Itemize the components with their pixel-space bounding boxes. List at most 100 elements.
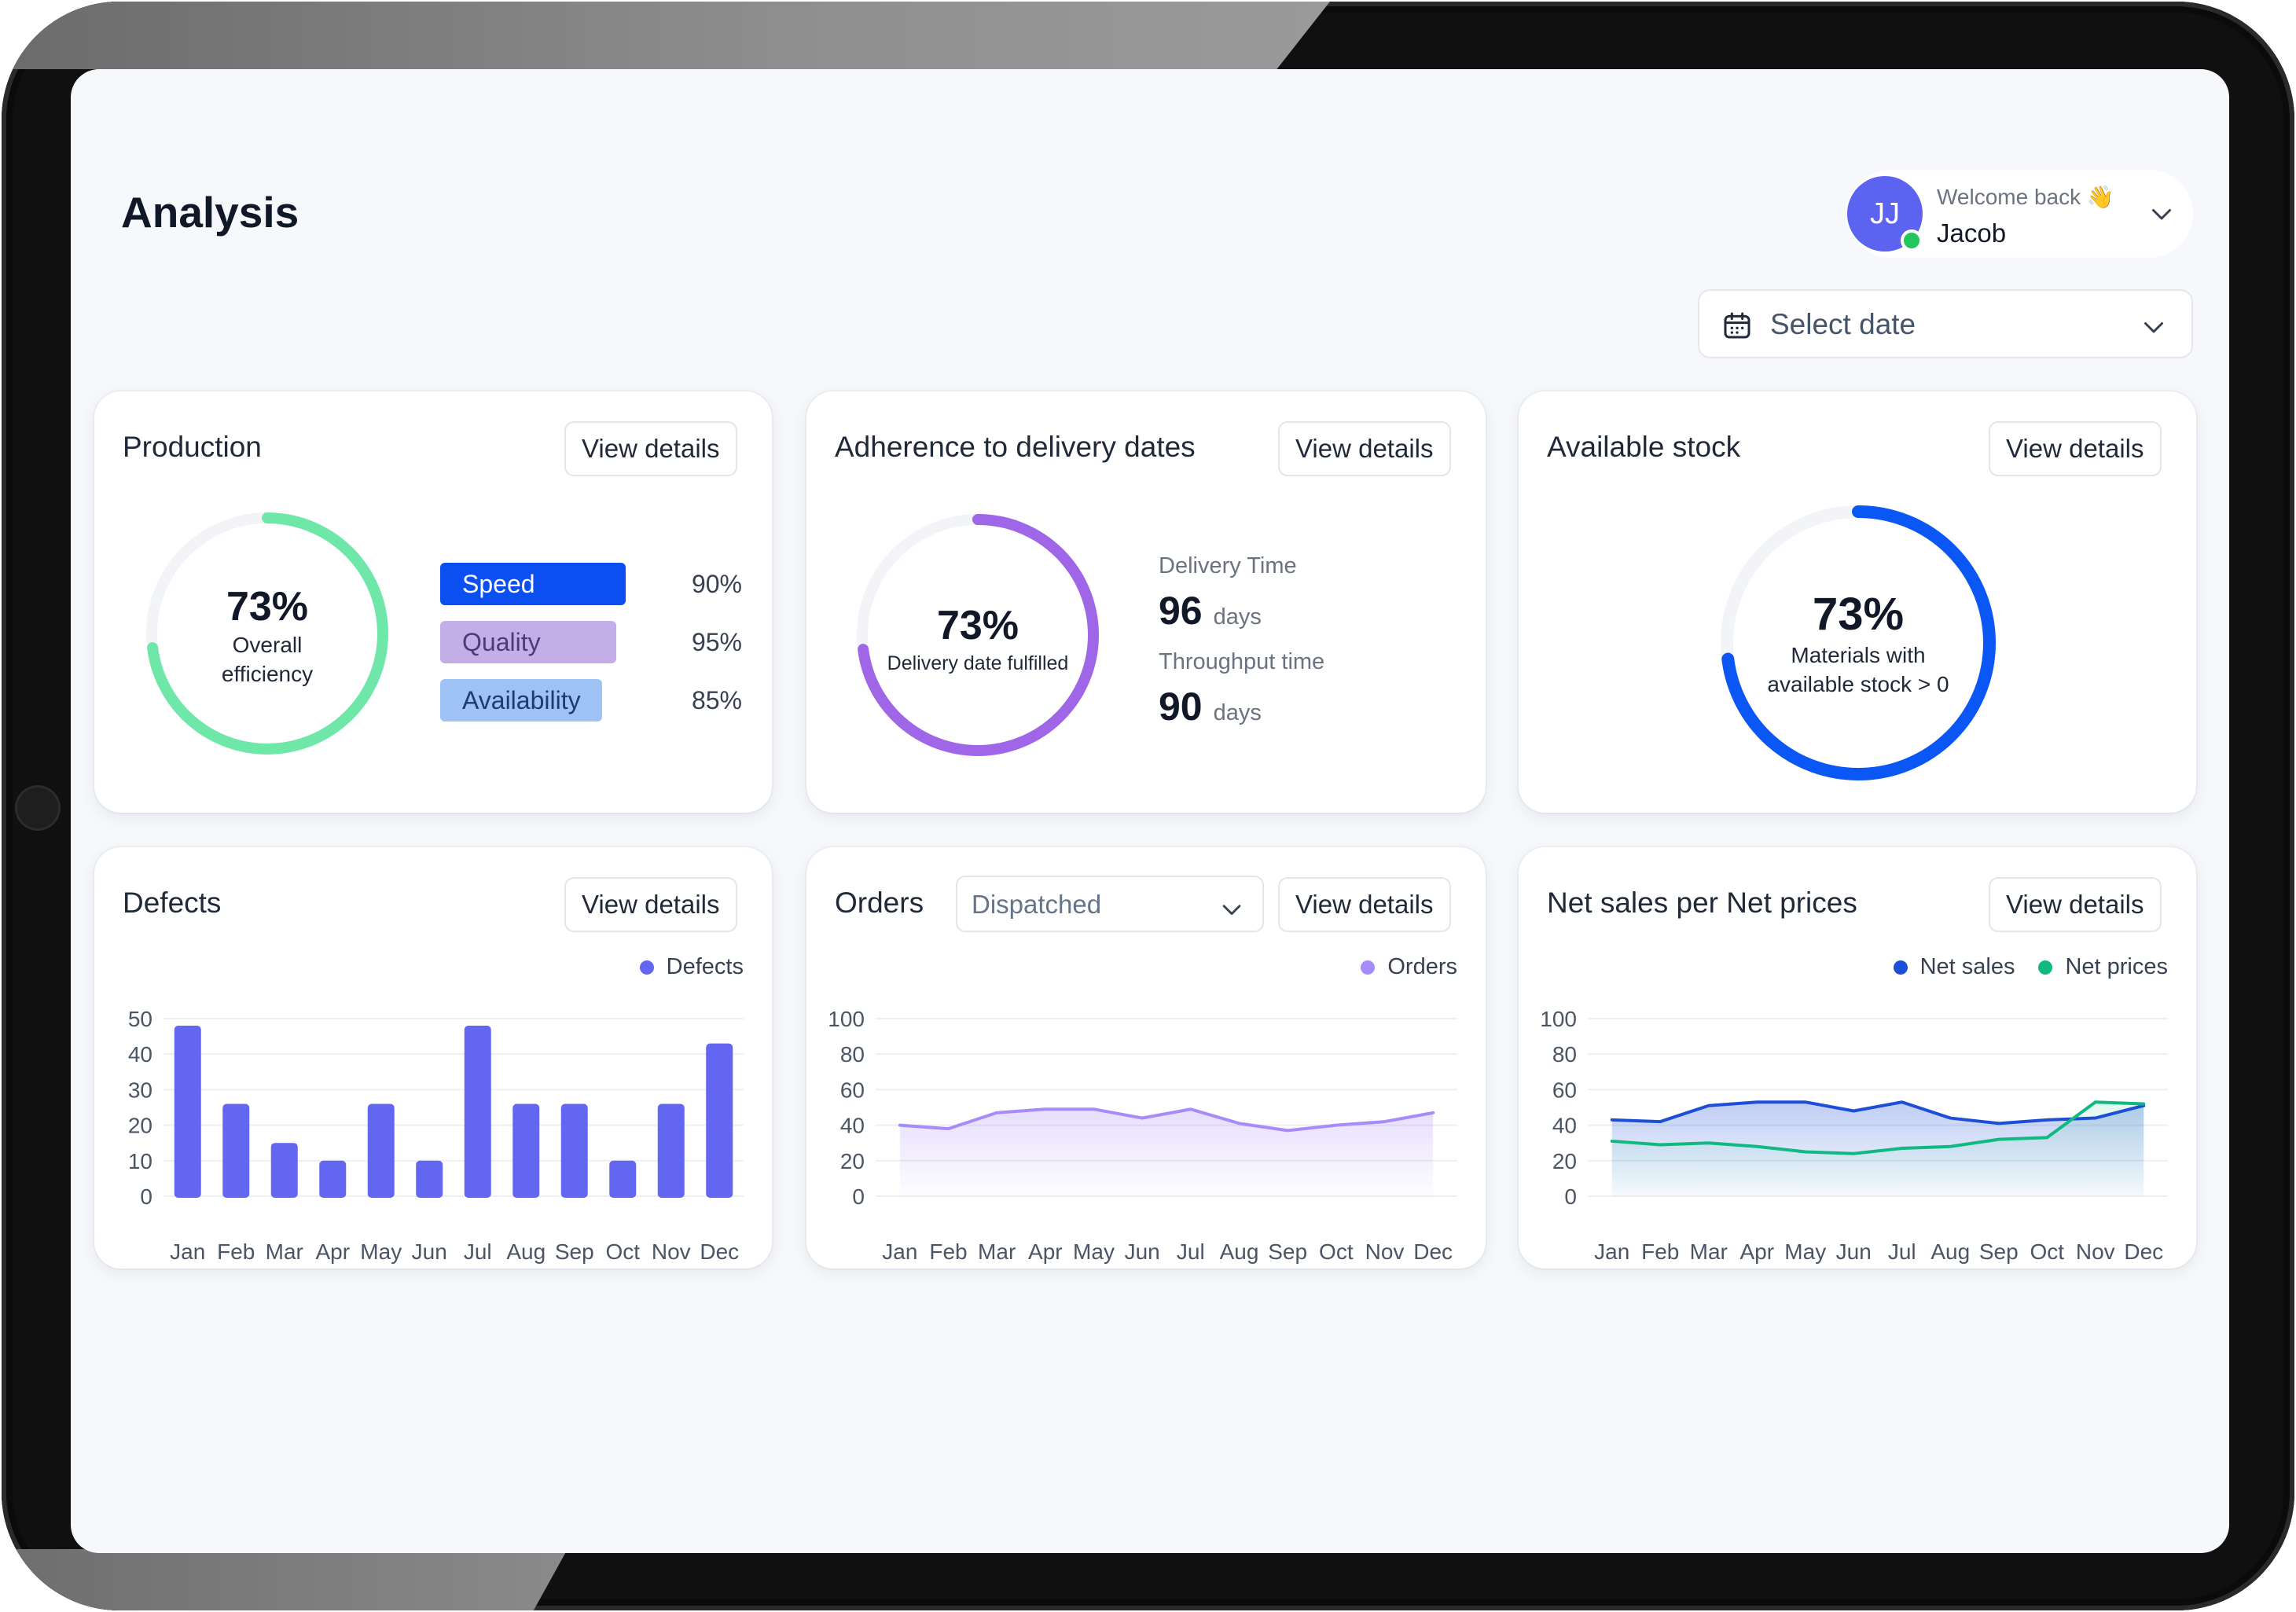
view-details-button[interactable]: View details bbox=[1989, 421, 2162, 476]
y-tick-label: 0 bbox=[852, 1184, 865, 1209]
x-tick-label: Sep bbox=[1979, 1239, 2019, 1264]
user-menu[interactable]: JJ Welcome back 👋 Jacob bbox=[1847, 170, 2193, 258]
x-tick-label: Nov bbox=[2076, 1239, 2115, 1264]
chart-legend: Orders bbox=[1361, 954, 1457, 980]
x-tick-label: Sep bbox=[555, 1239, 594, 1264]
online-status-dot bbox=[1901, 229, 1923, 252]
x-tick-label: Aug bbox=[1930, 1239, 1970, 1264]
orders-filter-select[interactable]: Dispatched bbox=[956, 876, 1264, 932]
welcome-text: Welcome back 👋 bbox=[1937, 185, 2114, 209]
stock-card: Available stock View details 73% Materia… bbox=[1519, 391, 2196, 813]
bar-jun bbox=[416, 1160, 443, 1198]
view-details-button[interactable]: View details bbox=[564, 421, 737, 476]
x-tick-label: Feb bbox=[217, 1239, 255, 1264]
x-tick-label: Jan bbox=[882, 1239, 917, 1264]
y-tick-label: 100 bbox=[1540, 1007, 1577, 1031]
bar-mar bbox=[270, 1143, 298, 1198]
chevron-down-icon[interactable] bbox=[2147, 200, 2176, 228]
frame-glare-bottom bbox=[2, 1549, 568, 1610]
metric-bar-quality: Quality bbox=[440, 621, 616, 663]
orders-card: Orders Dispatched View details Orders 0 2… bbox=[806, 847, 1486, 1269]
defects-card: Defects View details Defects 0 10 20 30 40 50… bbox=[94, 847, 772, 1269]
x-tick-label: Apr bbox=[1028, 1239, 1063, 1264]
bar-oct bbox=[609, 1160, 637, 1198]
bar-may bbox=[367, 1103, 395, 1198]
chevron-down-icon bbox=[1222, 905, 1241, 916]
chart-legend: Net sales Net prices bbox=[1893, 954, 2168, 980]
series-line-net-sales bbox=[1610, 1100, 2146, 1125]
delivery-time-label: Delivery Time bbox=[1159, 553, 1297, 578]
x-tick-label: Jul bbox=[1888, 1239, 1916, 1264]
y-tick-label: 80 bbox=[1552, 1042, 1577, 1067]
bar-jul bbox=[464, 1026, 491, 1198]
production-card: Production View details 73% Overall effi… bbox=[94, 391, 772, 813]
y-tick-label: 80 bbox=[840, 1042, 865, 1067]
bar-sep bbox=[560, 1103, 588, 1198]
x-tick-label: May bbox=[1073, 1239, 1115, 1264]
frame-glare-top bbox=[2, 2, 1330, 69]
orders-filter-value: Dispatched bbox=[972, 890, 1102, 919]
card-title: Production bbox=[123, 431, 262, 463]
x-tick-label: Oct bbox=[2030, 1239, 2064, 1264]
x-tick-label: Dec bbox=[2124, 1239, 2163, 1264]
x-tick-label: Feb bbox=[929, 1239, 967, 1264]
y-tick-label: 20 bbox=[128, 1114, 152, 1138]
x-tick-label: Jun bbox=[1125, 1239, 1160, 1264]
y-tick-label: 20 bbox=[840, 1149, 865, 1173]
series-line-net-prices bbox=[1610, 1100, 2146, 1155]
x-tick-label: Apr bbox=[315, 1239, 350, 1264]
bar-nov bbox=[657, 1103, 685, 1198]
card-title: Orders bbox=[835, 887, 924, 919]
y-tick-label: 50 bbox=[128, 1007, 152, 1031]
x-tick-label: Jul bbox=[1177, 1239, 1205, 1264]
date-select[interactable]: Select date bbox=[1698, 289, 2193, 358]
delivery-time-value: 96 days bbox=[1159, 589, 1262, 633]
x-tick-label: Mar bbox=[266, 1239, 303, 1264]
x-tick-label: Aug bbox=[1220, 1239, 1259, 1264]
view-details-button[interactable]: View details bbox=[1278, 877, 1451, 932]
card-title: Available stock bbox=[1547, 431, 1741, 463]
page-title: Analysis bbox=[121, 188, 299, 237]
defects-bar-chart: 0 10 20 30 40 50 Jan Feb Mar Apr May Jun Jul Aug Sep Oc… bbox=[128, 1007, 744, 1264]
dashboard-screen: Analysis JJ Welcome back 👋 Jacob Select … bbox=[71, 69, 2229, 1553]
card-title: Defects bbox=[123, 887, 222, 919]
x-tick-label: Sep bbox=[1268, 1239, 1307, 1264]
x-tick-label: Apr bbox=[1739, 1239, 1774, 1264]
view-details-button[interactable]: View details bbox=[1278, 421, 1451, 476]
throughput-time-value: 90 days bbox=[1159, 685, 1262, 729]
view-details-button[interactable]: View details bbox=[564, 877, 737, 932]
x-tick-label: Oct bbox=[605, 1239, 640, 1264]
y-tick-label: 60 bbox=[1552, 1078, 1577, 1102]
x-tick-label: Mar bbox=[1690, 1239, 1728, 1264]
y-tick-label: 20 bbox=[1552, 1149, 1577, 1173]
series-area-orders bbox=[899, 1109, 1434, 1196]
orders-area-chart: 0 20 40 60 80 100 Jan Feb Mar Apr May Jun Jul Aug Sep O… bbox=[828, 1007, 1457, 1264]
date-select-placeholder: Select date bbox=[1770, 308, 1916, 340]
efficiency-ring bbox=[146, 512, 388, 755]
x-tick-label: Jul bbox=[464, 1239, 492, 1264]
view-details-button[interactable]: View details bbox=[1989, 877, 2162, 932]
x-tick-label: Nov bbox=[652, 1239, 691, 1264]
y-tick-label: 40 bbox=[128, 1042, 152, 1067]
camera-icon bbox=[17, 788, 58, 828]
user-name: Jacob bbox=[1937, 218, 2007, 248]
delivery-ring bbox=[857, 514, 1099, 756]
bar-aug bbox=[512, 1103, 540, 1198]
net-sales-card: Net sales per Net prices View details Ne… bbox=[1519, 847, 2196, 1269]
delivery-ring-label: 73% Delivery date fulfilled bbox=[887, 603, 1069, 674]
bar-dec bbox=[706, 1043, 733, 1198]
x-tick-label: Jun bbox=[412, 1239, 447, 1264]
x-tick-label: Feb bbox=[1641, 1239, 1679, 1264]
card-title: Net sales per Net prices bbox=[1547, 887, 1857, 919]
card-title: Adherence to delivery dates bbox=[835, 431, 1196, 463]
y-tick-label: 10 bbox=[128, 1149, 152, 1173]
avatar-initials: JJ bbox=[1870, 196, 1900, 230]
series-area-net-prices bbox=[1611, 1102, 2144, 1196]
x-tick-label: Dec bbox=[700, 1239, 739, 1264]
metric-value-speed: 90% bbox=[691, 570, 742, 598]
chevron-down-icon bbox=[2144, 322, 2163, 333]
x-tick-label: Nov bbox=[1365, 1239, 1405, 1264]
x-tick-label: Jan bbox=[1594, 1239, 1629, 1264]
avatar[interactable]: JJ bbox=[1847, 176, 1923, 252]
y-tick-label: 0 bbox=[1564, 1184, 1577, 1209]
